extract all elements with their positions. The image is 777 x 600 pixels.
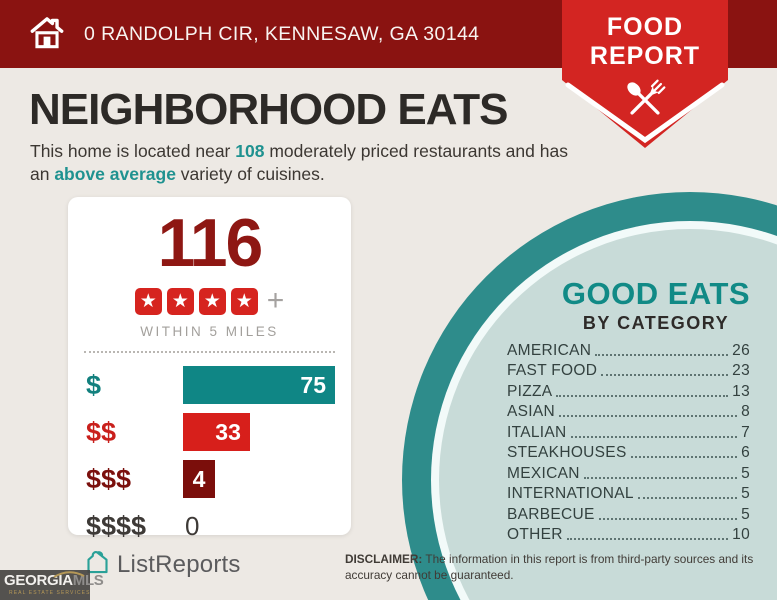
georgiamls-roof-icon [53,571,85,578]
zero-value: 0 [185,510,200,541]
list-item: ITALIAN 7 [507,423,750,441]
dotted-leader [583,476,738,479]
bar-row: $ 75 [86,366,335,404]
dotted-leader [570,435,738,438]
georgiamls-watermark: GEORGIAMLS REAL ESTATE SERVICES [0,570,104,600]
dotted-leader [630,456,738,458]
dotted-leader [595,353,729,356]
list-item: INTERNATIONAL 5 [507,485,750,502]
bar-dollar: 75 [183,366,335,404]
total-restaurant-count: 116 [157,205,264,281]
home-icon [28,15,66,54]
listreports-logo: ListReports [84,549,241,581]
bar-row: $$ 33 [86,413,335,451]
page-title: NEIGHBORHOOD EATS [29,85,508,134]
georgiamls-tagline: REAL ESTATE SERVICES [9,590,91,596]
price-level-bar-chart: $ 75 $$ 33 $$$ 4 $$$$ 0 [68,353,351,545]
list-item: MEXICAN 5 [507,464,750,482]
category-list: AMERICAN 26 FAST FOOD 23 PIZZA 13 ASIAN 8 IT… [507,339,750,544]
list-item: OTHER 10 [507,526,750,543]
dotted-leader [637,497,738,499]
list-item: BARBECUE 5 [507,505,750,523]
radius-label: WITHIN 5 MILES [140,324,279,339]
good-eats-heading: GOOD EATS BY CATEGORY [561,276,751,333]
ribbon-shape [562,0,728,148]
dotted-leader [598,517,738,520]
restaurant-summary-card: 116 ★ ★ ★ ★ + WITHIN 5 MILES $ 75 $$ 33 … [68,197,351,541]
list-item: PIZZA 13 [507,382,750,400]
star-icon: ★ [230,287,258,315]
bar-dollar2: 33 [183,413,250,451]
summary-sentence: This home is located near 108 moderately… [30,141,568,185]
listreports-house-icon [84,549,111,581]
property-address: 0 RANDOLPH CIR, KENNESAW, GA 30144 [84,22,480,45]
bar-row: $$$$ 0 [86,510,200,541]
star-icon: ★ [134,287,162,315]
badge-title: FOOD REPORT [589,13,701,70]
star-icon: ★ [198,287,226,315]
list-item: FAST FOOD 23 [507,362,750,379]
food-report-badge: FOOD REPORT [562,0,728,148]
restaurant-count: 108 [235,141,265,161]
dotted-leader [601,374,729,376]
variety-rating: above average [54,164,176,185]
star-rating: ★ ★ ★ ★ + [68,286,351,316]
dashed-divider [84,351,335,353]
dotted-leader [559,415,738,417]
fork-spoon-icon [619,74,671,131]
dotted-leader [556,394,729,397]
star-icon: ★ [166,287,194,315]
list-item: ASIAN 8 [507,403,750,420]
plus-icon: + [266,284,285,317]
disclaimer-text: DISCLAIMER: The information in this repo… [345,552,754,582]
bar-row: $$$ 4 [86,460,335,498]
bar-dollar3: 4 [183,460,215,498]
dotted-leader [566,538,729,540]
list-item: STEAKHOUSES 6 [507,444,750,461]
list-item: AMERICAN 26 [507,341,750,359]
